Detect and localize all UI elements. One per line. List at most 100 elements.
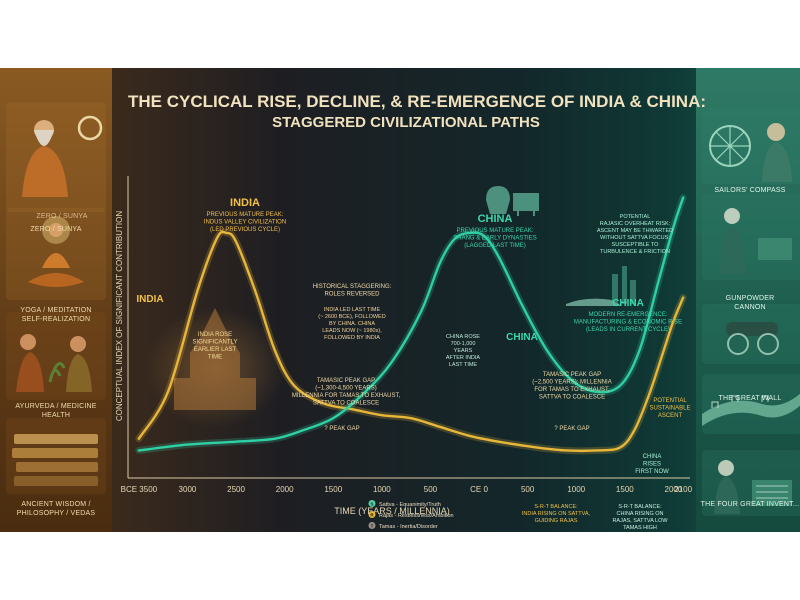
- left-tile-yoga: [6, 208, 106, 308]
- caption-compass: SAILORS' COMPASS: [714, 187, 786, 194]
- x-tick-label: 2000: [665, 485, 683, 494]
- caption-ancient-wisdom: ANCIENT WISDOM / PHILOSOPHY / VEDAS: [16, 501, 96, 517]
- legend-swatch: [368, 500, 376, 507]
- annotation-line: GUIDING RAJAS: [535, 518, 578, 524]
- series-layer: [135, 194, 687, 455]
- annotation-label: INDIA: [230, 197, 260, 209]
- annotation-line: HISTORICAL STAGGERING:: [313, 284, 392, 290]
- caption-great-wall: THE GREAT WALL: [718, 395, 782, 402]
- annotation-line: EARLIER LAST: [194, 347, 237, 353]
- annotation-12: TAMASIC PEAK GAP (~2,500 YEARS): MILLENNI…: [532, 372, 611, 401]
- legend-swatch: [368, 522, 376, 529]
- annotation-line: INDIA RISING ON SATTVA,: [522, 511, 591, 517]
- annotation-11: CHINA MODERN RE-EMERGENCE: MANUFACTURING &…: [574, 298, 682, 333]
- annotation-line: (~ 2600 BCE), FOLLOWED: [318, 314, 385, 320]
- annotation-line: RAJASIC OVERHEAT RISK:: [600, 221, 671, 227]
- annotation-line: (LED PREVIOUS CYCLE): [210, 227, 280, 233]
- annotation-line: YEARS: [454, 348, 473, 354]
- x-tick-label: 1000: [373, 485, 391, 494]
- annotation-line: TAMAS HIGH: [623, 525, 657, 531]
- annotation-label: CHINA: [478, 213, 513, 225]
- annotation-line: (~1,300-4,500 YEARS): [315, 386, 376, 392]
- annotation-line: ? PEAK GAP: [324, 426, 359, 432]
- annotation-line: TAMASIC PEAK GAP: [543, 372, 601, 378]
- annotation-line: (~2,500 YEARS): MILLENNIA: [532, 380, 611, 386]
- annotation-1: INDIA: [136, 294, 163, 305]
- annotation-line: MILLENNIA FOR TAMAS TO EXHAUST,: [292, 393, 401, 399]
- annotation-line: ASCENT MAY BE THWARTED: [597, 228, 673, 234]
- left-panel-india-contributions: ZERO / SUNYA: [0, 68, 112, 532]
- annotation-13: ? PEAK GAP: [554, 426, 589, 432]
- annotation-line: INDIA LED LAST TIME: [324, 307, 381, 313]
- chart-title: THE CYCLICAL RISE, DECLINE, & RE-EMERGEN…: [128, 92, 707, 111]
- scroll-icon: [6, 418, 106, 494]
- x-tick-label: 3000: [179, 485, 197, 494]
- wall-icon: [702, 374, 800, 434]
- annotation-line: CHINA RISING ON: [616, 511, 663, 517]
- annotation-line: FIRST NOW: [635, 469, 669, 475]
- annotation-label: CHINA: [612, 298, 644, 309]
- x-tick-labels: BCE 3500 3000 2500 2000 1500 1000 500 CE 0 500 10…: [121, 485, 693, 494]
- annotation-line: SATTVA TO COALESCE: [313, 401, 379, 407]
- legend-symbol: S: [370, 501, 373, 506]
- annotation-line: FOR TAMAS TO EXHAUST,: [534, 387, 610, 393]
- right-tile-compass: [702, 108, 800, 188]
- caption-zero-sunya: ZERO / SUNYA: [30, 226, 82, 233]
- annotation-line: PREVIOUS MATURE PEAK:: [457, 228, 534, 234]
- annotation-line: MODERN RE-EMERGENCE:: [588, 312, 667, 318]
- annotation-line: RAJAS, SATTVA LOW: [612, 518, 668, 524]
- annotation-line: RISES: [643, 462, 661, 468]
- right-tile-gunpowder: [702, 304, 800, 374]
- meditation-icon: [6, 208, 106, 300]
- china-series-line: [137, 196, 685, 452]
- annotation-line: ASCENT: [658, 413, 683, 419]
- x-tick-label: 1500: [324, 485, 342, 494]
- annotation-8: TAMASIC PEAK GAP (~1,300-4,500 YEARS)MILL…: [292, 378, 401, 407]
- caption-zero: ZERO / SUNYA: [36, 213, 88, 220]
- annotation-3: CHINA PREVIOUS MATURE PEAK: SHANG & EARLY …: [453, 213, 536, 249]
- printing-icon: [702, 450, 800, 516]
- annotation-line: S-R-T BALANCE:: [534, 504, 578, 510]
- annotation-line: ? PEAK GAP: [554, 426, 589, 432]
- annotation-6: HISTORICAL STAGGERING: ROLES REVERSED: [313, 284, 392, 298]
- left-tile-ayurveda: [6, 312, 106, 402]
- annotation-label: INDIA: [136, 294, 163, 305]
- caption-yoga-meditation: YOGA / MEDITATION SELF-REALIZATION: [20, 307, 92, 323]
- legend-symbol: R: [370, 512, 374, 517]
- left-tile-vedas: [6, 418, 106, 498]
- annotation-line: WITHOUT SATTVA FOCUS:: [600, 235, 670, 241]
- train-icon: [566, 298, 622, 306]
- y-axis-label: CONCEPTUAL INDEX OF SIGNIFICANT CONTRIBU…: [115, 211, 124, 421]
- x-tick-label: 500: [521, 485, 535, 494]
- annotation-line: SUSCEPTIBLE TO: [612, 242, 660, 248]
- annotation-line: FOLLOWED BY INDIA: [324, 335, 380, 341]
- cannon-icon: [702, 304, 800, 364]
- annotation-line: S-R-T BALANCE:: [618, 504, 662, 510]
- legend-swatch: [368, 511, 376, 518]
- annotation-line: INDUS VALLEY CIVILIZATION: [204, 220, 286, 226]
- annotation-line: SUSTAINABLE: [650, 406, 691, 412]
- annotation-line: BY CHINA. CHINA: [329, 321, 375, 327]
- temple-icon: [174, 308, 256, 410]
- x-tick-label: 1500: [616, 485, 634, 494]
- annotation-line: (LEADS IN CURRENT CYCLE): [586, 327, 670, 333]
- x-tick-label: 1000: [567, 485, 585, 494]
- annotation-line: 700-1,000: [451, 341, 476, 347]
- annotation-line: TIME: [208, 355, 222, 361]
- annotation-line: AFTER INDIA: [446, 355, 481, 361]
- annotation-4: CHINA: [506, 332, 538, 343]
- chart-area: CONCEPTUAL INDEX OF SIGNIFICANT CONTRIBU…: [115, 176, 693, 531]
- annotation-line: MANUFACTURING & ECONOMIC RISE: [574, 320, 682, 326]
- x-tick-label: BCE 3500: [121, 485, 158, 494]
- annotation-line: LEADS NOW (~ 1980s),: [322, 328, 382, 334]
- legend-symbol: T: [371, 523, 374, 528]
- x-tick-label: 500: [424, 485, 438, 494]
- annotation-line: POTENTIAL: [620, 214, 651, 220]
- right-tile-four-inventions: [702, 450, 800, 526]
